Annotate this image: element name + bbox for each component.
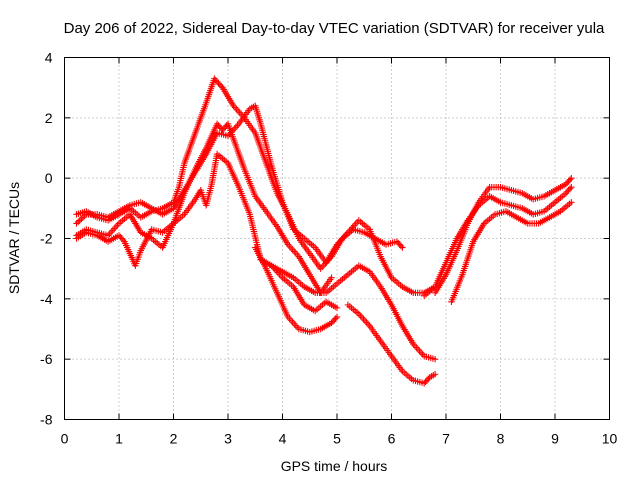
series-track-6 [257, 256, 439, 363]
data-point [78, 215, 85, 223]
series-track-4 [73, 150, 341, 315]
plot-frame [64, 57, 610, 420]
grid-lines [64, 57, 610, 420]
data-point [215, 122, 222, 129]
data-point [217, 82, 225, 90]
data-point [396, 241, 403, 248]
data-point [115, 232, 123, 239]
y-tick-labels: -8 -6 -4 -2 0 2 4 [40, 50, 53, 428]
data-point [328, 319, 335, 327]
data-point [117, 233, 124, 241]
data-point [216, 123, 224, 131]
data-point [329, 318, 337, 325]
data-point [215, 79, 222, 87]
data-point [331, 316, 338, 324]
y-tick-label: -6 [40, 351, 53, 367]
x-tick-label: 5 [333, 431, 341, 447]
data-point [564, 179, 571, 186]
y-axis-label: SDTVAR / TECUs [6, 182, 22, 294]
x-tick-label: 6 [388, 431, 396, 447]
x-tick-label: 7 [442, 431, 450, 447]
data-point [568, 184, 575, 191]
x-tick-label: 2 [170, 431, 178, 447]
data-point [564, 188, 571, 195]
data-point [76, 217, 83, 224]
data-point [423, 377, 431, 384]
series-track-2 [73, 120, 335, 296]
data-point [393, 238, 401, 245]
y-tick-label: 4 [45, 50, 53, 66]
x-tick-label: 8 [497, 431, 505, 447]
data-point [332, 315, 339, 322]
chart-title: Day 206 of 2022, Sidereal Day-to-day VTE… [64, 20, 605, 37]
data-point [73, 220, 80, 227]
series-track-9 [421, 184, 575, 300]
data-point [566, 185, 574, 192]
data-point [397, 242, 405, 250]
data-point [568, 174, 575, 182]
series-track-8 [431, 174, 575, 296]
data-point [431, 355, 439, 363]
data-marks [73, 75, 575, 387]
x-tick-label: 10 [602, 431, 618, 447]
data-point [220, 125, 228, 132]
data-point [213, 78, 221, 85]
data-point [422, 378, 429, 385]
data-point [562, 190, 570, 197]
x-tick-label: 0 [61, 431, 69, 447]
x-tick-labels: 0 1 2 3 4 5 6 7 8 9 10 [61, 431, 618, 447]
data-point [566, 176, 574, 183]
data-point [213, 120, 221, 128]
data-point [431, 371, 439, 378]
x-tick-label: 4 [279, 431, 287, 447]
data-point [219, 126, 226, 134]
data-point [565, 187, 572, 194]
data-point [333, 313, 341, 321]
data-point [328, 274, 335, 281]
data-point [118, 235, 125, 242]
data-point [565, 177, 572, 185]
data-point [333, 304, 341, 312]
series-track-5 [252, 244, 341, 336]
data-point [212, 76, 219, 84]
data-point [222, 123, 229, 131]
x-tick-label: 9 [551, 431, 559, 447]
data-point [421, 380, 428, 387]
data-point [568, 199, 575, 206]
data-point [216, 81, 224, 88]
series-track-10 [448, 199, 575, 306]
x-axis-label: GPS time / hours [281, 458, 388, 474]
data-point [395, 239, 402, 247]
y-tick-label: -2 [40, 231, 53, 247]
y-tick-label: -4 [40, 291, 53, 307]
data-point [211, 75, 218, 82]
series-track-3 [73, 102, 439, 296]
axis-ticks [64, 57, 610, 420]
data-point [119, 236, 127, 244]
y-tick-label: -8 [40, 412, 53, 428]
y-tick-label: 2 [45, 110, 53, 126]
series-track-7 [344, 301, 439, 387]
data-point [74, 218, 82, 226]
y-tick-label: 0 [45, 170, 53, 186]
data-point [562, 181, 570, 188]
x-tick-label: 1 [115, 431, 123, 447]
data-point [399, 244, 406, 251]
x-tick-label: 3 [224, 431, 232, 447]
